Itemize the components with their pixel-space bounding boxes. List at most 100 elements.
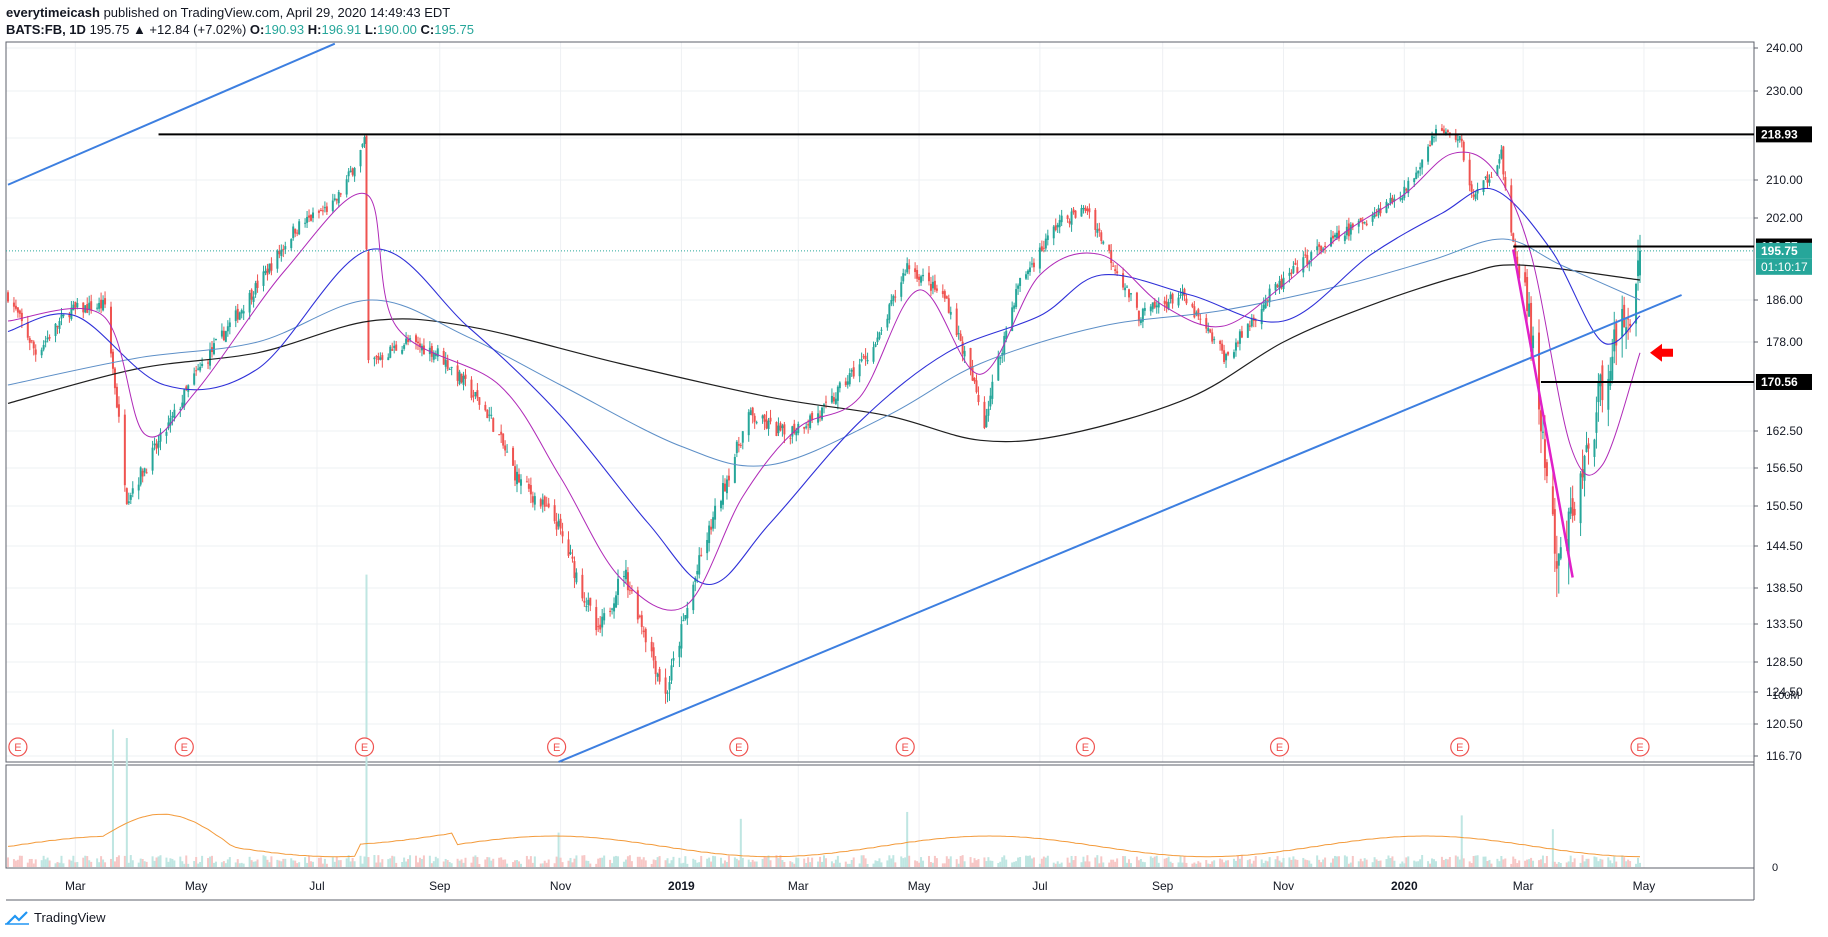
- candle-body: [1324, 245, 1327, 248]
- earnings-marker[interactable]: E: [547, 737, 567, 757]
- candle-body: [1013, 305, 1016, 309]
- earnings-circle: [354, 737, 375, 757]
- candle-body: [1262, 304, 1265, 311]
- volume-bar: [1476, 855, 1479, 867]
- volume-bar: [1163, 858, 1166, 867]
- volume-bar: [1351, 855, 1354, 867]
- candle-body: [541, 499, 544, 505]
- earnings-marker[interactable]: E: [8, 737, 28, 757]
- volume-bar: [727, 855, 730, 867]
- candle-body: [672, 658, 675, 661]
- tradingview-logo[interactable]: TradingView: [4, 910, 106, 925]
- candle-body: [805, 426, 808, 428]
- open-label: O:: [249, 22, 265, 37]
- candle-body: [1621, 308, 1624, 337]
- candle-body: [892, 295, 895, 301]
- volume-bar: [1110, 859, 1113, 867]
- level-price-label: 218.93: [1761, 127, 1798, 141]
- volume-bar: [1068, 862, 1071, 867]
- volume-bar: [290, 858, 293, 867]
- candle-body: [359, 149, 362, 167]
- candle-body: [432, 352, 435, 360]
- volume-bar: [115, 857, 118, 867]
- volume-bar: [187, 863, 190, 867]
- volume-bar: [490, 860, 493, 867]
- candle-body: [430, 346, 433, 357]
- volume-bar: [714, 856, 717, 867]
- volume-bar: [601, 857, 604, 867]
- candle-body: [347, 171, 350, 177]
- earnings-marker[interactable]: E: [1450, 737, 1470, 757]
- volume-bar: [296, 863, 299, 867]
- candle-body: [545, 505, 548, 507]
- volume-bar: [1304, 859, 1307, 867]
- candle-body: [918, 276, 921, 280]
- trendline: [558, 294, 1682, 763]
- candle-body: [1221, 343, 1224, 351]
- candle-body: [943, 291, 946, 299]
- earnings-marker[interactable]: E: [895, 737, 915, 757]
- earnings-letter: E: [1636, 742, 1643, 754]
- candles: [7, 124, 1641, 704]
- volume-bar: [211, 855, 213, 867]
- candle-body: [733, 456, 736, 483]
- volume-bar: [698, 862, 701, 867]
- candle-body: [422, 345, 425, 355]
- volume-bar: [62, 863, 65, 867]
- candle-body: [151, 447, 154, 471]
- candle-body: [462, 375, 465, 385]
- volume-bar: [985, 861, 988, 867]
- volume-bar: [310, 861, 313, 867]
- candle-body: [375, 356, 378, 358]
- volume-bar: [234, 862, 237, 867]
- volume-bar: [1337, 856, 1340, 867]
- candle-body: [1015, 289, 1018, 308]
- volume-bar: [1585, 858, 1588, 867]
- earnings-marker[interactable]: E: [1630, 737, 1650, 757]
- candle-body: [1330, 237, 1333, 247]
- earnings-marker[interactable]: E: [1269, 737, 1290, 757]
- candle-body: [1399, 198, 1402, 200]
- volume-bar: [1157, 862, 1160, 867]
- volume-bar: [464, 857, 467, 867]
- price-axis[interactable]: 100M 0 240.00 230.00 210.00 202.00 186.00 178.0…: [1754, 41, 1803, 874]
- volume-bar: [104, 862, 107, 867]
- volume-bar: [935, 858, 938, 867]
- candle-body: [1333, 234, 1336, 238]
- volume-bar: [1371, 862, 1374, 867]
- earnings-marker[interactable]: E: [174, 737, 194, 757]
- candle-body: [353, 167, 356, 177]
- volume-bar: [1165, 857, 1168, 867]
- candle-body: [880, 329, 883, 331]
- publisher-name[interactable]: everytimeicash: [6, 5, 100, 20]
- volume-bar: [514, 860, 517, 867]
- volume-bar: [264, 856, 267, 867]
- candle-body: [500, 431, 503, 435]
- volume-bar: [236, 859, 239, 867]
- candle-body: [791, 426, 794, 437]
- candle-body: [1213, 339, 1216, 341]
- candle-body: [1512, 233, 1515, 242]
- candle-body: [654, 660, 657, 675]
- volume-bar: [395, 862, 398, 867]
- candle-body: [405, 338, 408, 344]
- candle-body: [1260, 309, 1263, 325]
- candle-body: [470, 379, 473, 398]
- earnings-marker[interactable]: E: [354, 737, 375, 757]
- earnings-marker[interactable]: E: [1075, 737, 1096, 757]
- volume-bar: [723, 860, 726, 867]
- candle-body: [1232, 352, 1235, 358]
- volume-bar: [755, 861, 758, 867]
- candle-body: [1155, 305, 1158, 308]
- volume-bar: [876, 861, 879, 867]
- volume-bar: [571, 862, 574, 867]
- earnings-marker[interactable]: E: [729, 737, 749, 757]
- volume-bar: [1454, 855, 1457, 867]
- volume-bar: [1011, 862, 1014, 867]
- time-axis[interactable]: Mar May Jul Sep Nov 2019 Mar May Jul Sep Nov 2020 Ma…: [65, 879, 1655, 893]
- candle-body: [519, 479, 522, 486]
- low-label: L:: [364, 22, 378, 37]
- volume-bar: [1252, 860, 1255, 867]
- candle-body: [44, 340, 47, 343]
